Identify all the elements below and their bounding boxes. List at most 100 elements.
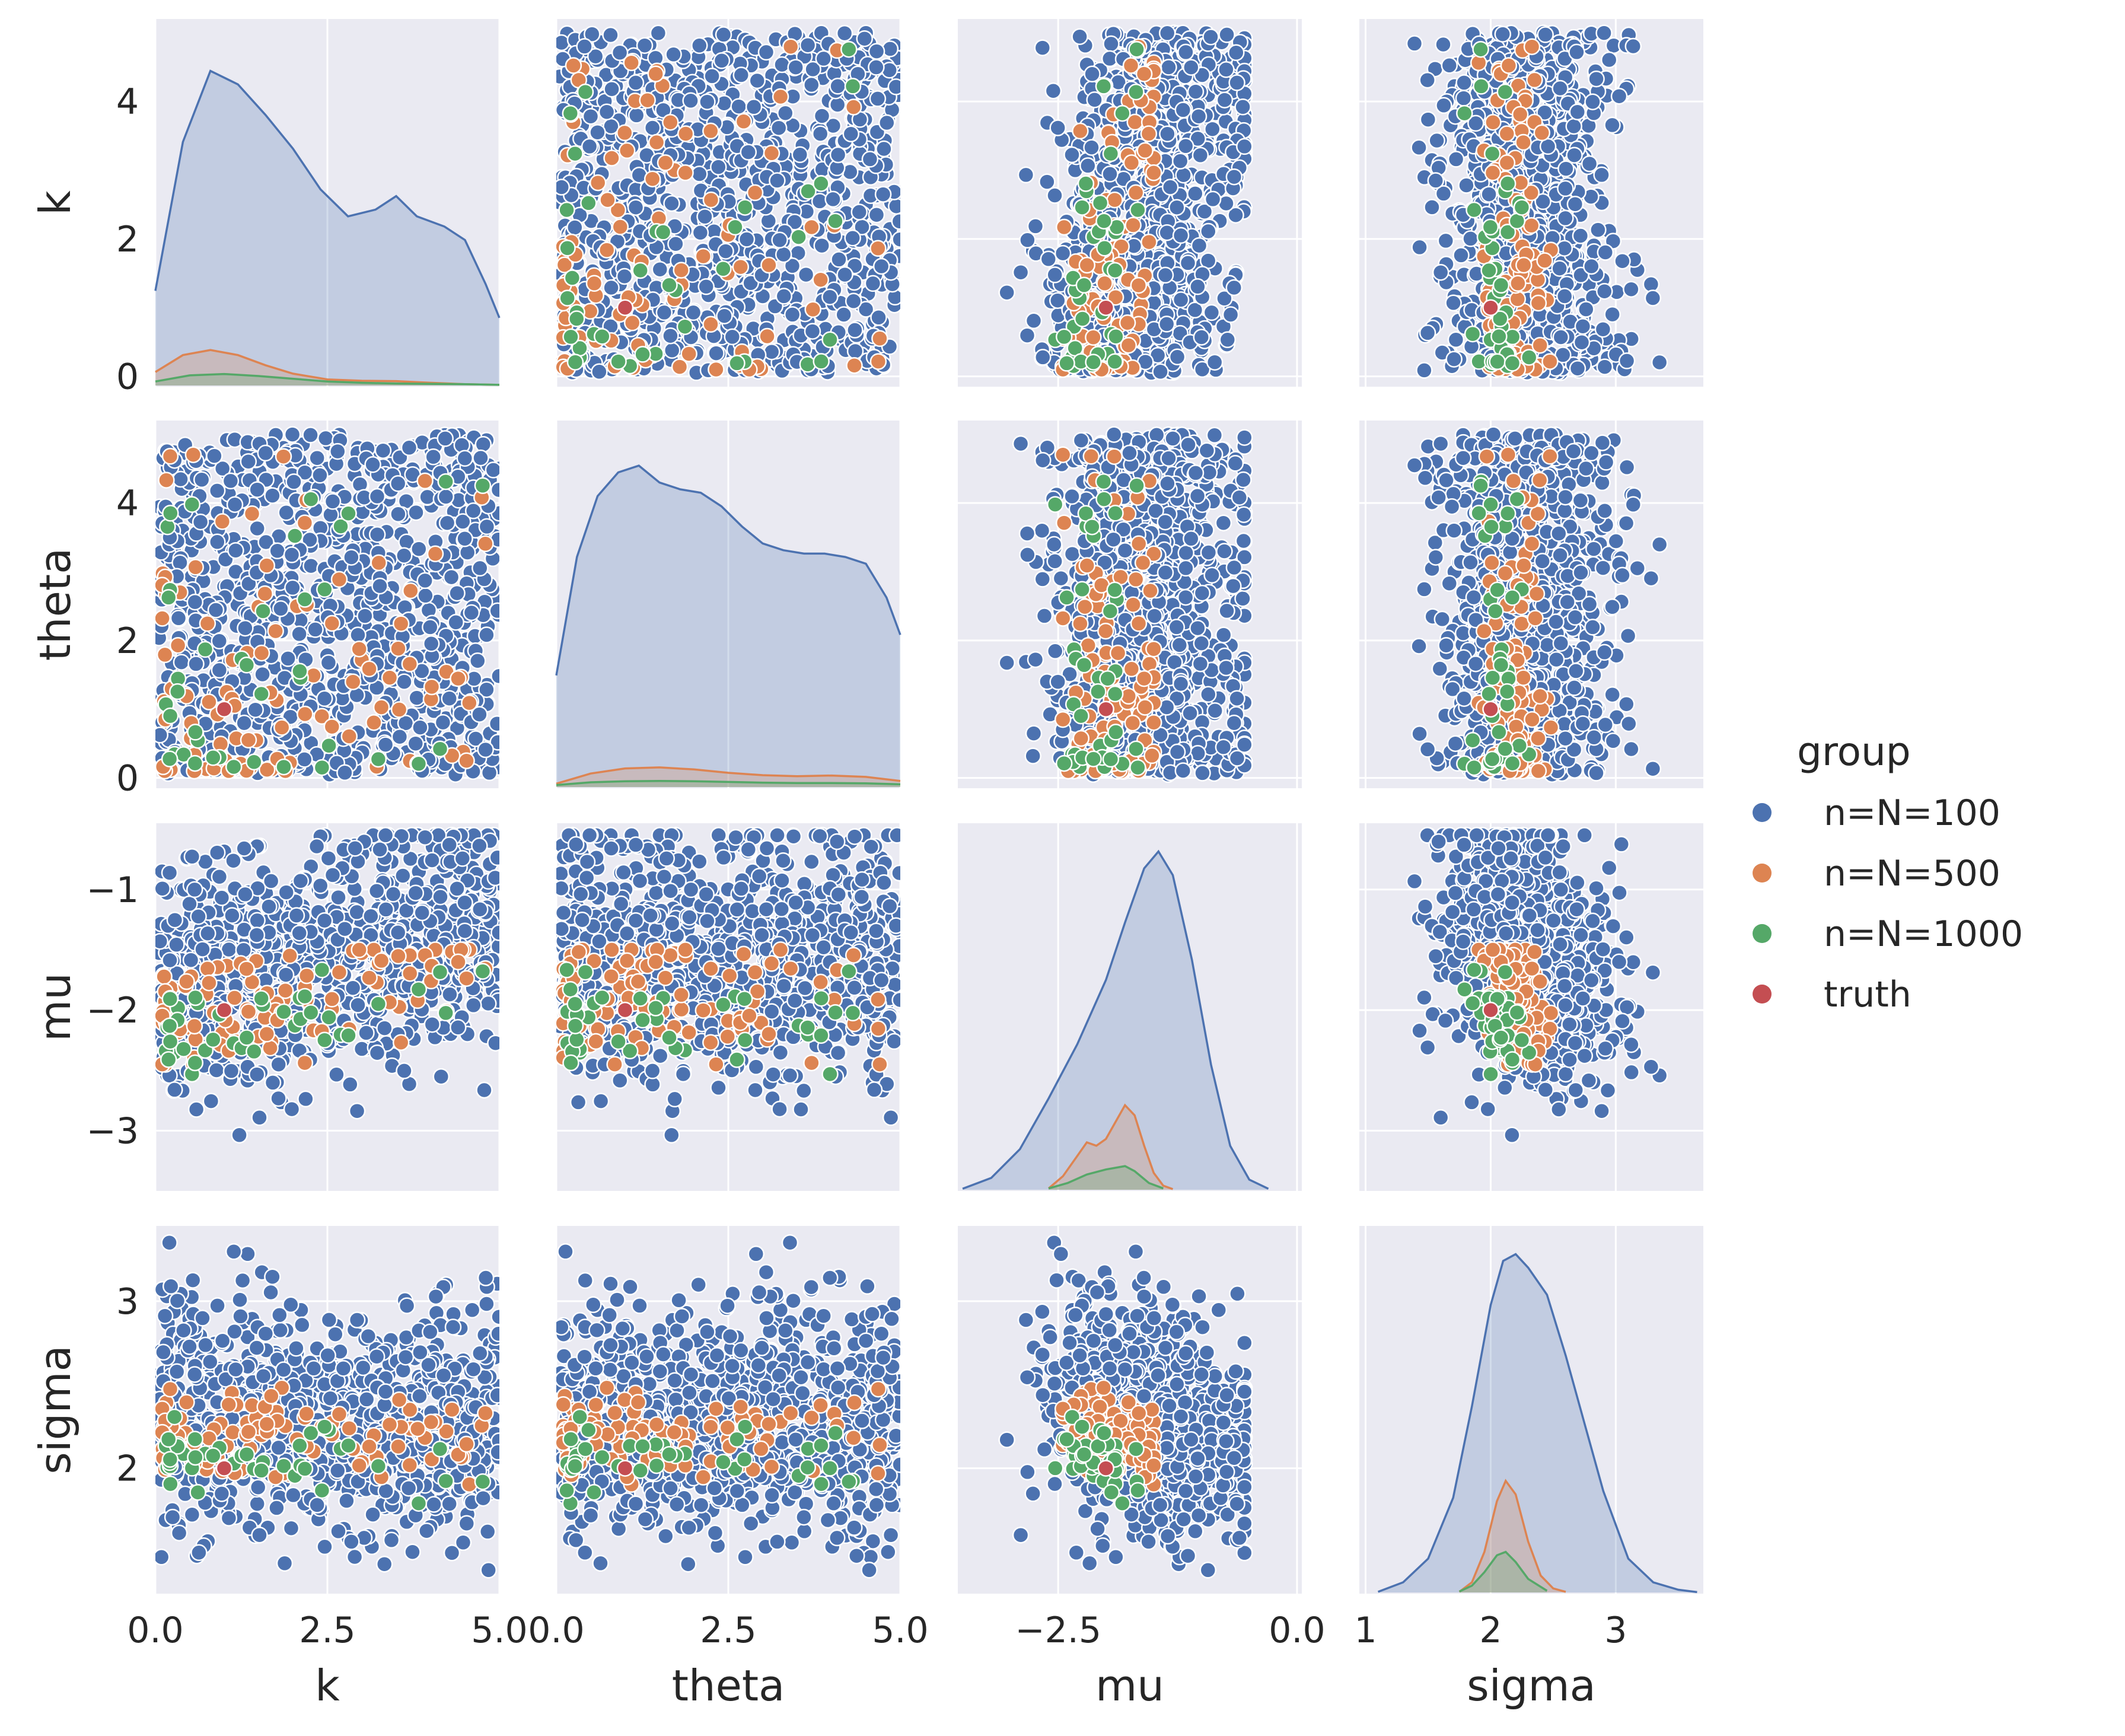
- point-n-N-100: [835, 306, 852, 323]
- point-n-N-100: [193, 471, 211, 489]
- point-n-N-500: [618, 142, 636, 160]
- point-n-N-100: [343, 549, 360, 566]
- point-n-N-500: [477, 535, 494, 553]
- point-n-N-100: [1416, 362, 1433, 379]
- point-n-N-1000: [1106, 353, 1123, 371]
- point-n-N-500: [735, 113, 753, 130]
- point-n-N-100: [1038, 173, 1056, 190]
- point-n-N-500: [1523, 38, 1541, 55]
- point-n-N-500: [657, 154, 674, 171]
- point-n-N-100: [869, 90, 887, 107]
- point-n-N-100: [1437, 232, 1455, 250]
- point-n-N-100: [1204, 120, 1221, 138]
- point-n-N-500: [611, 218, 629, 235]
- point-n-N-500: [423, 678, 441, 696]
- point-n-N-100: [264, 487, 281, 504]
- point-n-N-1000: [1492, 310, 1509, 327]
- point-n-N-500: [401, 655, 419, 673]
- point-n-N-500: [156, 646, 174, 664]
- point-n-N-100: [868, 206, 885, 224]
- point-n-N-100: [684, 304, 702, 321]
- kde-line-n-N-1000: [556, 779, 901, 786]
- point-n-N-100: [1040, 250, 1057, 268]
- point-n-N-100: [797, 266, 815, 284]
- point-n-N-100: [407, 504, 425, 521]
- point-n-N-500: [647, 65, 664, 82]
- point-n-N-100: [692, 224, 709, 241]
- point-n-N-500: [589, 174, 607, 192]
- point-n-N-100: [1618, 352, 1636, 370]
- point-n-N-100: [556, 179, 571, 196]
- scatter-points: [998, 24, 1253, 381]
- point-n-N-100: [1467, 114, 1484, 132]
- point-n-N-500: [556, 256, 574, 273]
- point-n-N-100: [763, 343, 780, 361]
- point-n-N-100: [1419, 71, 1436, 89]
- point-n-N-100: [649, 24, 667, 42]
- point-n-N-1000: [254, 603, 272, 620]
- point-n-N-100: [1411, 238, 1428, 256]
- point-n-N-100: [773, 56, 791, 74]
- point-n-N-100: [1581, 155, 1598, 173]
- point-n-N-100: [1593, 166, 1610, 184]
- point-n-N-100: [480, 764, 498, 782]
- point-n-N-100: [748, 72, 766, 90]
- point-n-N-500: [256, 585, 273, 603]
- point-n-N-1000: [1128, 40, 1145, 58]
- point-n-N-1000: [302, 490, 320, 508]
- point-n-N-100: [1597, 244, 1614, 261]
- point-n-N-100: [602, 26, 619, 44]
- point-n-N-100: [566, 219, 584, 236]
- point-n-N-500: [1511, 106, 1529, 123]
- point-n-N-500: [1522, 216, 1540, 234]
- point-n-N-500: [846, 356, 863, 374]
- point-n-N-100: [1455, 90, 1473, 107]
- point-n-N-500: [599, 191, 616, 209]
- point-n-N-1000: [1096, 240, 1113, 257]
- point-n-N-100: [371, 577, 388, 595]
- point-n-N-1000: [1465, 201, 1483, 219]
- point-n-N-100: [1435, 36, 1452, 53]
- point-n-N-1000: [286, 527, 304, 544]
- point-n-N-1000: [296, 591, 314, 608]
- point-n-N-100: [1190, 237, 1208, 254]
- point-n-N-100: [1049, 119, 1066, 136]
- point-n-N-500: [253, 644, 270, 662]
- point-n-N-1000: [827, 212, 844, 230]
- point-n-N-500: [365, 713, 383, 731]
- point-n-N-500: [1509, 291, 1527, 308]
- point-n-N-100: [821, 288, 839, 305]
- point-n-N-100: [488, 715, 499, 732]
- point-n-N-100: [1537, 26, 1554, 43]
- point-n-N-100: [1447, 331, 1465, 349]
- point-n-N-100: [407, 735, 425, 752]
- y-tick-label-theta: 2: [116, 620, 139, 662]
- point-n-N-500: [390, 640, 407, 657]
- point-n-N-500: [169, 636, 187, 654]
- point-n-N-100: [662, 327, 679, 345]
- point-n-N-1000: [1073, 199, 1091, 216]
- point-n-N-1000: [559, 289, 576, 307]
- point-n-N-100: [1019, 231, 1036, 249]
- point-n-N-500: [296, 514, 314, 531]
- point-n-N-500: [313, 708, 330, 725]
- point-n-N-500: [258, 557, 276, 574]
- point-n-N-100: [1218, 61, 1235, 78]
- point-n-N-100: [463, 604, 480, 622]
- point-n-N-500: [1536, 252, 1553, 269]
- point-n-N-100: [770, 119, 788, 136]
- point-n-N-100: [1218, 26, 1235, 43]
- point-n-N-100: [412, 719, 429, 736]
- point-n-N-100: [1572, 227, 1589, 244]
- point-n-N-100: [471, 559, 489, 577]
- point-n-N-100: [665, 46, 682, 63]
- point-n-N-500: [370, 554, 387, 572]
- point-n-N-100: [1027, 218, 1044, 235]
- point-n-N-100: [417, 587, 434, 604]
- point-n-N-100: [667, 235, 684, 253]
- point-n-N-1000: [205, 749, 222, 766]
- point-n-N-500: [390, 701, 408, 718]
- point-n-N-100: [1452, 247, 1470, 264]
- point-n-N-500: [1123, 154, 1140, 171]
- point-n-N-100: [730, 98, 747, 115]
